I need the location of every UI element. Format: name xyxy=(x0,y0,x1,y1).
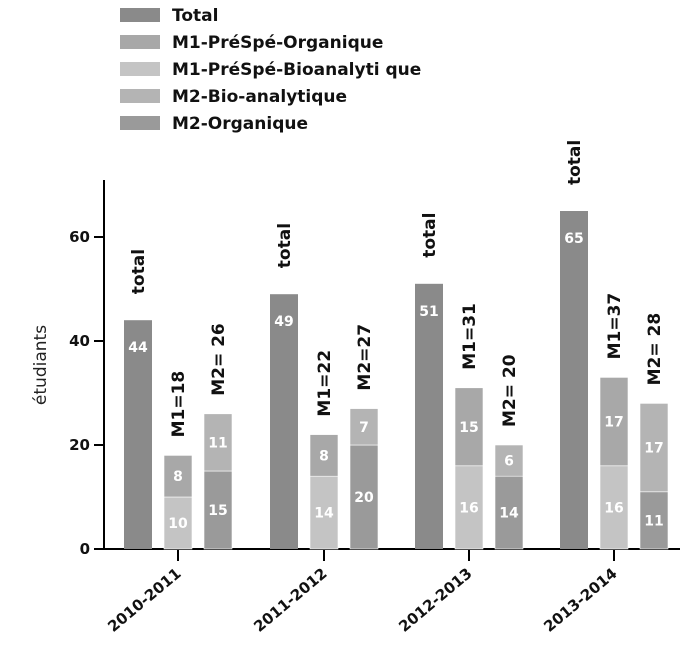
group-2-total-annotation: total xyxy=(275,223,295,268)
legend: Total M1-PréSpé-Organique M1-PréSpé-Bioana… xyxy=(120,6,421,134)
group-4-m1-segment-2-label: 17 xyxy=(604,415,623,431)
group-3-m2-annotation: M2= 20 xyxy=(500,354,520,427)
group-2-m1-segment-2-label: 8 xyxy=(319,448,329,464)
group-1-m2-annotation: M2= 26 xyxy=(209,323,229,396)
group-2-m2-segment-2-label: 7 xyxy=(359,420,369,436)
group-4-total-bar xyxy=(560,211,588,549)
group-1-m1-segment-1 xyxy=(163,496,193,550)
bars xyxy=(124,211,669,550)
legend-swatch-5 xyxy=(120,116,160,130)
group-2-m2-segment-2 xyxy=(349,408,379,446)
group-1-m1-segment-2-label: 8 xyxy=(173,469,183,485)
legend-label-3: M1-PréSpé-Bioanalyti que xyxy=(172,60,421,80)
legend-label-1: Total xyxy=(172,6,218,26)
legend-label-4: M2-Bio-analytique xyxy=(172,87,347,107)
group-3-m1-segment-2-label: 15 xyxy=(459,420,478,436)
group-2-m1-segment-2 xyxy=(309,434,339,477)
group-1-m1-segment-1-label: 10 xyxy=(168,516,188,532)
group-1-total-value-label: 44 xyxy=(128,340,148,356)
group-3-m1-annotation: M1=31 xyxy=(460,303,480,370)
group-4-m1-annotation: M1=37 xyxy=(605,293,625,360)
y-tick-label-40: 40 xyxy=(69,332,90,350)
group-3-m2-segment-2 xyxy=(494,444,524,477)
group-3-m1-segment-1-label: 16 xyxy=(459,500,478,516)
group-4-m1-segment-2 xyxy=(599,377,629,467)
group-4-m2-segment-2-label: 17 xyxy=(644,441,663,457)
group-1-m1-annotation: M1=18 xyxy=(169,371,189,438)
group-1-m2-segment-2 xyxy=(203,413,233,472)
group-4-m2-segment-2 xyxy=(639,403,669,493)
group-3-total-value-label: 51 xyxy=(419,304,438,320)
legend-swatch-3 xyxy=(120,62,160,76)
group-4-total-annotation: total xyxy=(565,140,585,185)
group-2-m2-segment-1 xyxy=(349,444,379,550)
axes: 0 20 40 60 2010-2011 2011-2012 2012-2013 2013-2… xyxy=(69,180,680,636)
group-4-m2-segment-1 xyxy=(639,491,669,550)
group-4-m1-segment-1 xyxy=(599,465,629,550)
group-2-m1-annotation: M1=22 xyxy=(315,350,335,417)
y-tick-label-0: 0 xyxy=(80,540,90,558)
group-3-category-label: 2012-2013 xyxy=(395,564,475,635)
group-2-total-bar xyxy=(270,294,298,549)
group-2-category-label: 2011-2012 xyxy=(250,564,330,635)
group-2-m2-segment-1-label: 20 xyxy=(354,490,374,506)
group-1-m1-segment-2 xyxy=(163,455,193,498)
legend-label-5: M2-Organique xyxy=(172,114,308,134)
group-3-m1-segment-1 xyxy=(454,465,484,550)
group-1-total-bar xyxy=(124,320,152,549)
group-4-m2-segment-1-label: 11 xyxy=(644,513,663,529)
group-4-total-value-label: 65 xyxy=(564,231,583,247)
legend-swatch-4 xyxy=(120,89,160,103)
group-2-m1-segment-1 xyxy=(309,475,339,550)
group-3-m2-segment-2-label: 6 xyxy=(504,454,514,470)
group-1-category-label: 2010-2011 xyxy=(104,564,184,635)
group-3-total-annotation: total xyxy=(420,213,440,258)
legend-label-2: M1-PréSpé-Organique xyxy=(172,33,383,53)
group-2-m2-annotation: M2=27 xyxy=(355,324,375,391)
y-tick-label-20: 20 xyxy=(69,436,90,454)
group-4-m2-annotation: M2= 28 xyxy=(645,313,665,386)
group-2-m1-segment-1-label: 14 xyxy=(314,506,334,522)
group-1-m2-segment-1 xyxy=(203,470,233,550)
labels: 44 total 10 8 M1=18 15 11 M2= 26 49 total 14 8 M1=22… xyxy=(128,140,665,532)
group-1-m2-segment-1-label: 15 xyxy=(208,503,227,519)
group-3-m2-segment-1-label: 14 xyxy=(499,506,519,522)
legend-swatch-2 xyxy=(120,35,160,49)
group-1-total-annotation: total xyxy=(129,249,149,294)
group-3-m1-segment-2 xyxy=(454,387,484,467)
group-4-category-label: 2013-2014 xyxy=(540,564,620,635)
group-1-m2-segment-2-label: 11 xyxy=(208,435,227,451)
group-4-m1-segment-1-label: 16 xyxy=(604,500,623,516)
y-axis-label: étudiants xyxy=(31,325,51,405)
group-2-total-value-label: 49 xyxy=(274,314,293,330)
legend-swatch-1 xyxy=(120,8,160,22)
group-3-total-bar xyxy=(415,283,443,549)
y-tick-label-60: 60 xyxy=(69,228,90,246)
